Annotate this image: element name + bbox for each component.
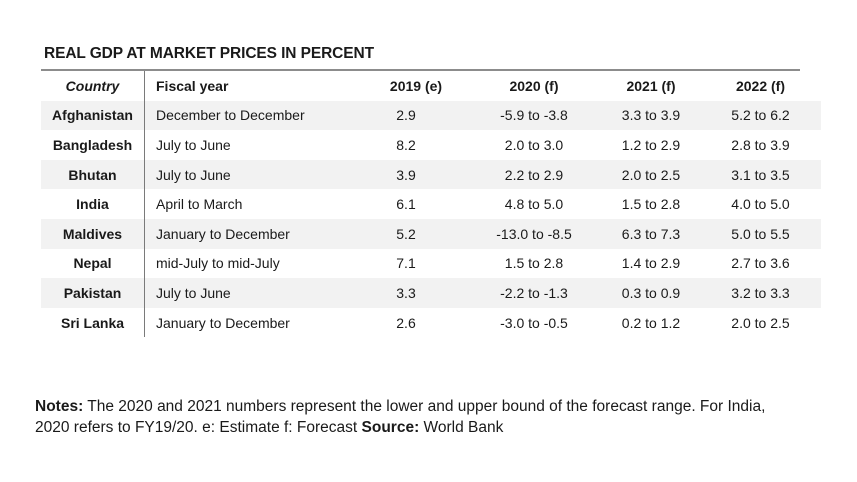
cell-2020: 2.0 to 3.0 [466,130,602,160]
cell-2020: -3.0 to -0.5 [466,307,602,338]
header-2021: 2021 (f) [626,77,676,94]
cell-2022: 2.7 to 3.6 [700,248,821,279]
cell-fiscal-year: July to June [144,278,346,308]
table-title: REAL GDP AT MARKET PRICES IN PERCENT [44,45,374,62]
cell-2019: 2.6 [346,307,466,338]
table-row: India April to March 6.1 4.8 to 5.0 1.5 … [41,189,821,219]
cell-country: Sri Lanka [41,307,145,338]
cell-2022: 4.0 to 5.0 [700,189,821,219]
cell-2019: 7.1 [346,248,466,279]
cell-country: Nepal [41,248,145,279]
table-row: Sri Lanka January to December 2.6 -3.0 t… [41,307,821,338]
cell-fiscal-year: mid-July to mid-July [144,248,346,279]
cell-2020: 2.2 to 2.9 [466,159,602,190]
cell-2020: -13.0 to -8.5 [466,218,602,249]
cell-2021: 0.3 to 0.9 [602,278,700,308]
cell-fiscal-year: July to June [144,159,346,190]
table-row: Bangladesh July to June 8.2 2.0 to 3.0 1… [41,130,821,160]
cell-2019: 5.2 [346,218,466,249]
table-row: Afghanistan December to December 2.9 -5.… [41,100,821,131]
gdp-table: Country Fiscal year 2019 (e) 2020 (f) 20… [41,71,821,338]
header-fiscal-year: Fiscal year [156,77,229,94]
cell-2020: 4.8 to 5.0 [466,189,602,219]
cell-2022: 2.0 to 2.5 [700,307,821,338]
cell-fiscal-year: January to December [144,307,346,338]
cell-2022: 3.1 to 3.5 [700,159,821,190]
cell-2021: 3.3 to 3.9 [602,100,700,131]
cell-2022: 2.8 to 3.9 [700,130,821,160]
source-label: Source: [361,419,420,436]
table-top-rule [41,69,800,71]
notes-text: The 2020 and 2021 numbers represent the … [35,398,766,436]
header-country: Country [41,71,145,101]
cell-2021: 6.3 to 7.3 [602,218,700,249]
table-row: Pakistan July to June 3.3 -2.2 to -1.3 0… [41,278,821,308]
cell-2021: 1.5 to 2.8 [602,189,700,219]
cell-fiscal-year: July to June [144,130,346,160]
cell-2021: 2.0 to 2.5 [602,159,700,190]
cell-2020: -2.2 to -1.3 [466,278,602,308]
cell-2020: 1.5 to 2.8 [466,248,602,279]
cell-country: Bangladesh [41,130,145,160]
cell-fiscal-year: December to December [144,100,346,131]
header-2019: 2019 (e) [389,77,443,94]
cell-2019: 8.2 [346,130,466,160]
cell-fiscal-year: April to March [144,189,346,219]
cell-2022: 3.2 to 3.3 [700,278,821,308]
header-2020: 2020 (f) [509,77,559,94]
header-2022: 2022 (f) [735,77,786,94]
source-text: World Bank [419,419,504,436]
cell-country: Bhutan [41,159,145,190]
table-row: Bhutan July to June 3.9 2.2 to 2.9 2.0 t… [41,159,821,190]
cell-2020: -5.9 to -3.8 [466,100,602,131]
table-row: Nepal mid-July to mid-July 7.1 1.5 to 2.… [41,248,821,279]
cell-2022: 5.2 to 6.2 [700,100,821,131]
cell-2019: 3.3 [346,278,466,308]
table-row: Maldives January to December 5.2 -13.0 t… [41,218,821,249]
cell-country: Maldives [41,218,145,249]
table-header-row: Country Fiscal year 2019 (e) 2020 (f) 20… [41,71,821,101]
cell-2019: 6.1 [346,189,466,219]
cell-country: Afghanistan [41,100,145,131]
cell-country: India [41,189,145,219]
gdp-table-container: Country Fiscal year 2019 (e) 2020 (f) 20… [41,69,821,338]
cell-2021: 1.2 to 2.9 [602,130,700,160]
notes-label: Notes: [35,398,84,415]
cell-country: Pakistan [41,278,145,308]
cell-fiscal-year: January to December [144,218,346,249]
cell-2019: 3.9 [346,159,466,190]
cell-2022: 5.0 to 5.5 [700,218,821,249]
cell-2021: 1.4 to 2.9 [602,248,700,279]
notes-paragraph: Notes: The 2020 and 2021 numbers represe… [35,396,795,438]
cell-2019: 2.9 [346,100,466,131]
cell-2021: 0.2 to 1.2 [602,307,700,338]
